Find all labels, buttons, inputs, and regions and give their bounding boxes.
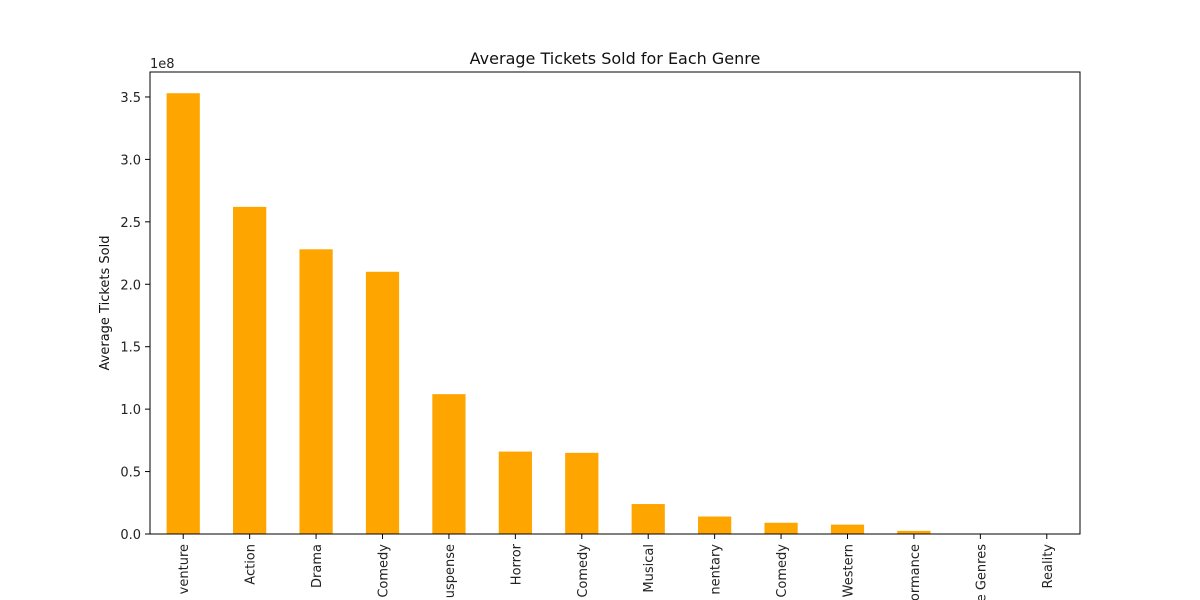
y-tick-label: 1.0: [120, 403, 141, 418]
bar-black-comedy: [764, 522, 798, 534]
x-tick-label: Reality: [1041, 544, 1056, 589]
x-tick-label: Comedy: [775, 544, 790, 598]
y-tick-label: 2.0: [120, 278, 141, 293]
x-tick-label: Horror: [509, 543, 524, 585]
y-axis-label: Average Tickets Sold: [98, 236, 113, 371]
y-tick-label: 3.0: [120, 153, 141, 168]
y-axis-offset-label: 1e8: [150, 57, 175, 72]
chart-title: Average Tickets Sold for Each Genre: [470, 49, 761, 68]
bars-group: [166, 93, 931, 535]
bar-concert-performance: [897, 530, 931, 534]
x-tick-label: nentary: [709, 544, 724, 595]
y-tick-label: 3.5: [120, 91, 141, 106]
x-tick-label: Drama: [310, 544, 325, 588]
bar-western: [830, 524, 865, 534]
y-tick-label: 1.5: [120, 341, 141, 356]
bar-thriller-suspense: [432, 394, 466, 534]
bar-comedy: [365, 271, 400, 534]
bar-horror: [498, 451, 532, 534]
x-tick-label: Comedy: [576, 544, 591, 598]
y-tick-label: 0.5: [120, 466, 141, 481]
x-tick-label: uspense: [443, 544, 458, 598]
bar-documentary: [698, 516, 732, 534]
bar-adventure: [166, 93, 200, 535]
bar-action: [233, 206, 267, 534]
y-axis-ticks: 0.0 0.5 1.0 1.5 2.0 2.5 3.0 3.5: [120, 91, 150, 543]
x-tick-label: Musical: [642, 544, 657, 593]
bar-drama: [299, 249, 333, 534]
x-tick-label: Western: [842, 544, 857, 597]
x-tick-label: venture: [177, 544, 192, 594]
x-tick-label: Action: [244, 544, 259, 585]
x-axis-ticks: venture Action Drama Comedy uspense Horror Com…: [177, 534, 1056, 600]
y-tick-label: 0.0: [120, 528, 141, 543]
y-tick-label: 2.5: [120, 216, 141, 231]
x-tick-label: ormance: [908, 544, 923, 600]
bar-romantic-comedy: [565, 452, 599, 534]
bar-musical: [631, 504, 665, 534]
x-tick-label: Comedy: [377, 544, 392, 598]
x-tick-label: e Genres: [974, 544, 989, 600]
plot-frame: [149, 71, 1081, 535]
